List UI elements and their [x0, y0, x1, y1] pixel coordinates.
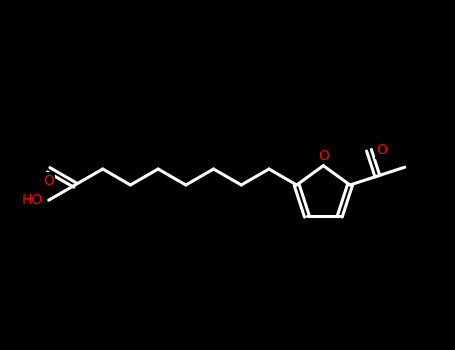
Text: HO: HO	[21, 193, 43, 207]
Text: O: O	[43, 174, 54, 188]
Text: O: O	[376, 143, 387, 157]
Text: O: O	[318, 149, 329, 163]
